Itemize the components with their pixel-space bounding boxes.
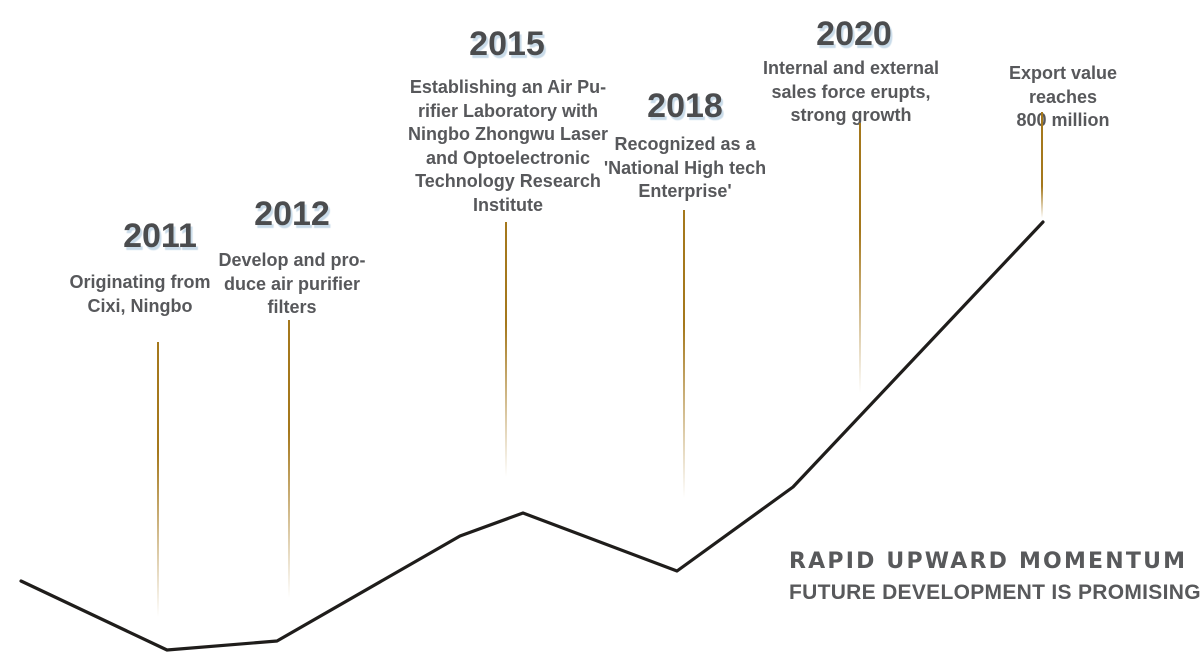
milestone-year-2011: 2011 (123, 217, 197, 255)
milestone-tick-2011 (157, 342, 159, 617)
slogan-block: RAPID UPWARD MOMENTUM FUTURE DEVELOPMENT… (789, 549, 1200, 606)
trend-polyline (19, 220, 1045, 652)
milestone-desc-export: Export value reaches 800 million (1008, 63, 1118, 130)
milestone-desc-2020: Internal and external sales force erupts… (762, 58, 940, 125)
milestone-desc-2012: Develop and pro- duce air purifier filte… (218, 250, 366, 317)
milestone-tick-export (1041, 112, 1043, 218)
milestone-tick-2018 (683, 210, 685, 498)
milestone-tick-2012 (288, 320, 290, 598)
slogan-line-2: FUTURE DEVELOPMENT IS PROMISING (789, 581, 1200, 604)
milestone-year-2020: 2020 (816, 15, 892, 53)
milestone-year-2015: 2015 (469, 25, 545, 63)
milestone-desc-2011: Originating from Cixi, Ningbo (69, 272, 211, 316)
slogan-line-1: RAPID UPWARD MOMENTUM (789, 549, 1188, 574)
milestone-desc-2015: Establishing an Air Pu- rifier Laborator… (408, 77, 608, 215)
milestone-desc-2018: Recognized as a 'National High tech Ente… (603, 134, 767, 201)
milestone-year-2012: 2012 (254, 195, 330, 233)
milestone-tick-2020 (859, 123, 861, 393)
milestone-tick-2015 (505, 222, 507, 477)
milestone-year-2018: 2018 (647, 87, 723, 125)
